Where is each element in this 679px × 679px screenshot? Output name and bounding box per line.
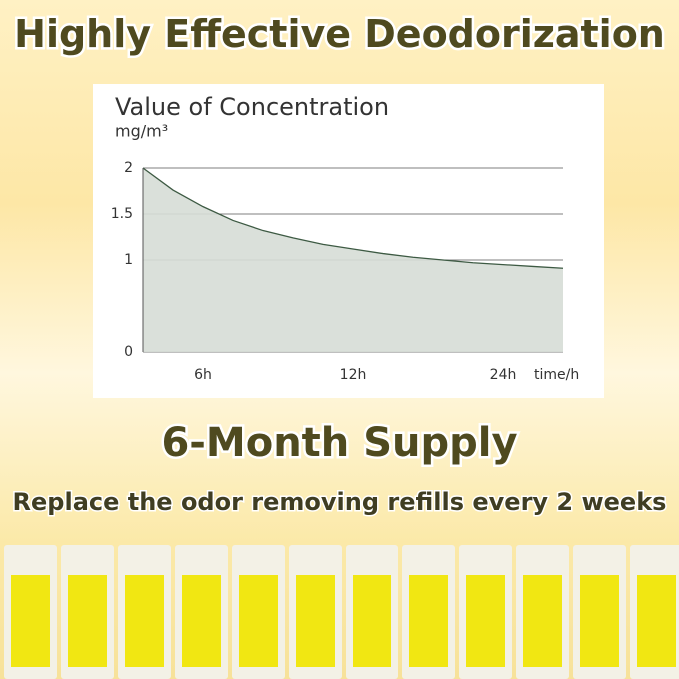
gel: [295, 575, 335, 667]
gel: [67, 575, 107, 667]
y-axis-label: mg/m³: [115, 122, 168, 141]
refill-pack: [174, 545, 228, 679]
gel: [637, 575, 677, 667]
gel: [466, 575, 506, 667]
refill-pack: [459, 545, 513, 679]
gel: [580, 575, 620, 667]
refill-pack: [402, 545, 456, 679]
gel: [238, 575, 278, 667]
gel: [124, 575, 164, 667]
y-tick-label: 1.5: [111, 206, 133, 222]
x-tick-label: 6h: [194, 367, 212, 383]
gel: [409, 575, 449, 667]
refill-pack: [231, 545, 285, 679]
x-tick-label: 12h: [340, 367, 367, 383]
x-axis-label: time/h: [534, 367, 579, 383]
refill-pack: [117, 545, 171, 679]
chart-title: Value of Concentration: [115, 93, 389, 121]
refill-pack: [573, 545, 627, 679]
refill-pack: [60, 545, 114, 679]
refill-pack: [4, 545, 57, 679]
gel: [352, 575, 392, 667]
page-title: Highly Effective Deodorization: [12, 10, 668, 59]
refill-pack: [288, 545, 342, 679]
refill-packs: [0, 545, 679, 679]
y-tick-label: 1: [124, 252, 133, 268]
gel: [523, 575, 563, 667]
area: [143, 168, 563, 352]
refill-pack: [345, 545, 399, 679]
y-tick-label: 2: [124, 160, 133, 176]
refill-pack: [516, 545, 570, 679]
headline: 6-Month Supply: [159, 418, 520, 469]
x-tick-label: 24h: [490, 367, 517, 383]
refill-pack: [630, 545, 679, 679]
gel: [181, 575, 221, 667]
gel: [11, 575, 50, 667]
y-tick-label: 0: [124, 344, 133, 360]
subtitle: Replace the odor removing refills every …: [11, 487, 668, 518]
line: [142, 167, 564, 269]
